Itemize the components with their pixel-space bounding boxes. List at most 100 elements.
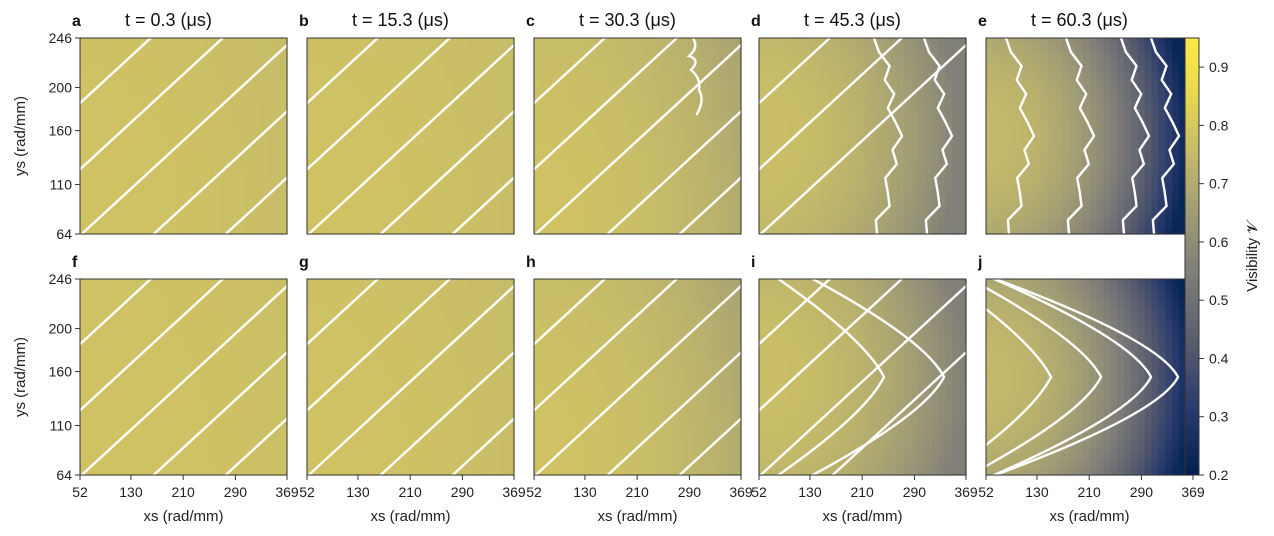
heatmap-cell xyxy=(924,192,933,200)
heatmap-cell xyxy=(1137,38,1146,46)
heatmap-cell xyxy=(465,45,474,53)
heatmap-cell xyxy=(561,73,570,81)
heatmap-cell xyxy=(1117,45,1125,53)
heatmap-cell xyxy=(162,66,171,74)
heatmap-cell xyxy=(992,136,1001,144)
heatmap-cell xyxy=(107,300,116,308)
heatmap-cell xyxy=(204,426,212,434)
heatmap-cell xyxy=(713,80,721,88)
heatmap-cell xyxy=(327,136,336,144)
heatmap-cell xyxy=(369,108,377,116)
heatmap-cell xyxy=(135,136,143,144)
heatmap-cell xyxy=(396,171,405,179)
heatmap-cell xyxy=(658,59,666,67)
heatmap-cell xyxy=(793,73,801,81)
heatmap-cell xyxy=(883,108,891,116)
heatmap-cell xyxy=(534,38,542,46)
heatmap-cell xyxy=(376,227,384,235)
heatmap-cell xyxy=(80,391,88,399)
heatmap-cell xyxy=(486,101,494,109)
heatmap-cell xyxy=(1041,108,1049,116)
heatmap-cell xyxy=(479,192,487,200)
heatmap-cell xyxy=(162,314,171,322)
heatmap-cell xyxy=(500,220,508,228)
heatmap-cell xyxy=(162,136,171,144)
heatmap-cell xyxy=(554,220,563,228)
heatmap-cell xyxy=(197,314,205,322)
heatmap-cell xyxy=(334,192,343,200)
heatmap-cell xyxy=(603,80,611,88)
heatmap-cell xyxy=(114,52,122,60)
heatmap-cell xyxy=(1096,192,1104,200)
heatmap-cell xyxy=(793,94,801,102)
heatmap-cell xyxy=(114,314,122,322)
heatmap-cell xyxy=(80,279,88,287)
heatmap-cell xyxy=(93,293,102,301)
heatmap-cell xyxy=(1034,129,1042,137)
heatmap-cell xyxy=(176,342,185,350)
heatmap-cell xyxy=(603,101,611,109)
heatmap-cell xyxy=(1089,227,1097,235)
heatmap-cell xyxy=(410,171,418,179)
heatmap-cell xyxy=(465,199,474,207)
heatmap-cell xyxy=(100,461,109,469)
heatmap-cell xyxy=(869,157,877,165)
heatmap-cell xyxy=(355,171,363,179)
heatmap-cell xyxy=(445,108,453,116)
heatmap-cell xyxy=(162,129,171,137)
heatmap-cell xyxy=(658,87,666,95)
heatmap-cell xyxy=(807,213,815,221)
heatmap-cell xyxy=(376,38,384,46)
heatmap-cell xyxy=(589,52,597,60)
heatmap-cell xyxy=(355,136,363,144)
heatmap-cell xyxy=(699,227,708,235)
heatmap-cell xyxy=(218,321,226,329)
heatmap-cell xyxy=(992,45,1001,53)
heatmap-cell xyxy=(637,45,645,53)
heatmap-cell xyxy=(821,150,829,158)
heatmap-cell xyxy=(93,66,102,74)
heatmap-cell xyxy=(507,227,515,235)
heatmap-cell xyxy=(1158,115,1166,123)
heatmap-cell xyxy=(1034,192,1042,200)
heatmap-cell xyxy=(472,45,481,53)
heatmap-cell xyxy=(862,52,870,60)
heatmap-cell xyxy=(121,454,129,462)
heatmap-cell xyxy=(992,66,1001,74)
heatmap-cell xyxy=(603,220,611,228)
plot-frame xyxy=(79,37,288,235)
heatmap-cell xyxy=(465,129,474,137)
heatmap-cell xyxy=(376,94,384,102)
heatmap-cell xyxy=(945,178,953,186)
heatmap-cell xyxy=(431,73,439,81)
heatmap-cell xyxy=(1089,80,1097,88)
heatmap-cell xyxy=(252,143,260,151)
heatmap-cell xyxy=(472,192,481,200)
heatmap-cell xyxy=(121,286,129,294)
heatmap-cell xyxy=(100,206,109,214)
heatmap-cell xyxy=(623,38,632,46)
heatmap-cell xyxy=(183,143,191,151)
heatmap-cell xyxy=(396,199,405,207)
heatmap-cell xyxy=(692,199,701,207)
heatmap-cell xyxy=(841,150,850,158)
heatmap-cell xyxy=(1013,38,1022,46)
heatmap-cell xyxy=(135,321,143,329)
heatmap-cell xyxy=(382,206,391,214)
heatmap-cell xyxy=(128,468,136,476)
heatmap-cell xyxy=(568,52,576,60)
heatmap-cell xyxy=(107,52,116,60)
heatmap-cell xyxy=(259,220,267,228)
heatmap-cell xyxy=(121,66,129,74)
heatmap-cell xyxy=(1137,66,1146,74)
heatmap-cell xyxy=(169,335,178,343)
heatmap-cell xyxy=(410,122,418,130)
heatmap-cell xyxy=(403,38,412,46)
heatmap-cell xyxy=(1061,164,1070,172)
heatmap-cell xyxy=(197,279,205,287)
heatmap-cell xyxy=(623,192,632,200)
heatmap-cell xyxy=(107,87,116,95)
heatmap-cell xyxy=(128,45,136,53)
heatmap-cell xyxy=(855,115,864,123)
heatmap-cell xyxy=(451,87,460,95)
